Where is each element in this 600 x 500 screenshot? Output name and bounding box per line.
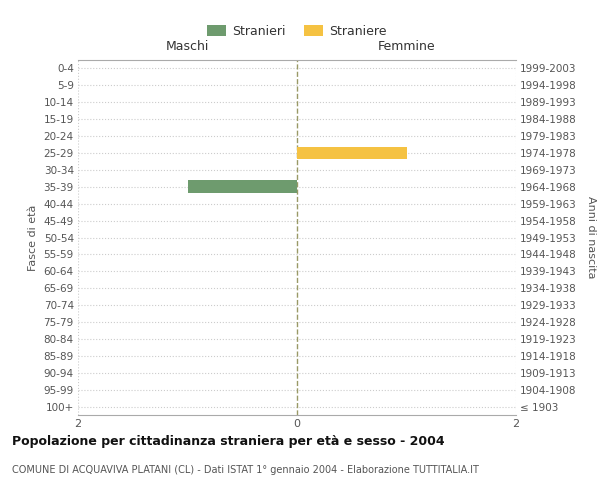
Bar (187, 180, 297, 193)
Y-axis label: Fasce di età: Fasce di età (28, 204, 38, 270)
Text: COMUNE DI ACQUAVIVA PLATANI (CL) - Dati ISTAT 1° gennaio 2004 - Elaborazione TUT: COMUNE DI ACQUAVIVA PLATANI (CL) - Dati … (12, 465, 479, 475)
Text: Femmine: Femmine (377, 40, 436, 53)
Y-axis label: Anni di nascita: Anni di nascita (586, 196, 596, 279)
Legend: Stranieri, Straniere: Stranieri, Straniere (202, 20, 392, 43)
Text: Maschi: Maschi (166, 40, 209, 53)
Text: Popolazione per cittadinanza straniera per età e sesso - 2004: Popolazione per cittadinanza straniera p… (12, 435, 445, 448)
Bar (297, 146, 407, 160)
